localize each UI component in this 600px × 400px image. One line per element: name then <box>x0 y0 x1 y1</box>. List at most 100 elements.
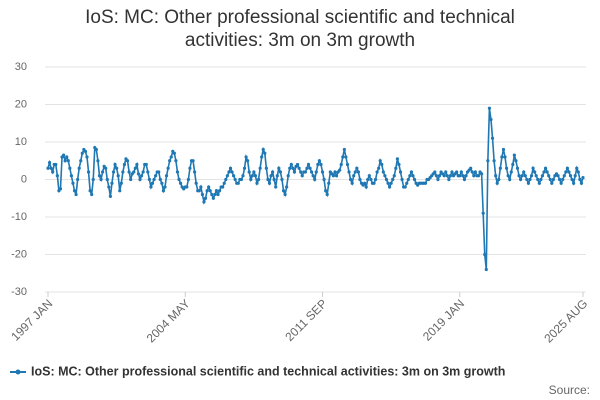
point <box>455 170 459 174</box>
point <box>224 177 228 182</box>
point <box>211 196 215 200</box>
point <box>319 162 323 167</box>
point <box>533 170 537 174</box>
point <box>207 185 211 189</box>
x-tick-label: 2011 SEP <box>282 296 329 343</box>
point <box>556 174 560 178</box>
point <box>540 174 545 178</box>
point <box>406 177 410 182</box>
point <box>409 170 414 174</box>
point <box>504 166 509 170</box>
point <box>172 151 176 155</box>
point <box>193 170 197 174</box>
series-line <box>47 108 584 270</box>
point <box>338 168 342 172</box>
point <box>263 151 267 155</box>
point <box>394 166 398 170</box>
point <box>232 174 236 178</box>
point <box>448 174 453 178</box>
point <box>481 211 485 215</box>
point <box>509 170 513 174</box>
point <box>523 174 527 178</box>
point <box>144 162 148 167</box>
y-tick-label: -30 <box>11 286 27 298</box>
point <box>216 192 220 197</box>
point <box>228 166 233 170</box>
legend-label: IoS: MC: Other professional scientific a… <box>31 364 505 378</box>
point <box>350 181 354 185</box>
point <box>86 170 91 174</box>
point <box>99 177 103 182</box>
point <box>411 174 415 178</box>
point <box>486 159 490 163</box>
point <box>461 174 465 178</box>
point <box>239 177 244 182</box>
y-tick-label: 20 <box>15 98 27 110</box>
point <box>108 194 112 198</box>
legend-marker <box>15 369 21 375</box>
point <box>116 174 120 178</box>
point <box>152 177 156 182</box>
point <box>252 170 256 174</box>
point <box>506 174 510 178</box>
point <box>197 189 201 193</box>
point <box>247 170 251 174</box>
point <box>483 252 487 257</box>
point <box>255 181 259 185</box>
point <box>514 159 518 163</box>
point <box>275 174 279 178</box>
point <box>291 166 295 170</box>
point <box>492 159 496 163</box>
point <box>186 177 190 182</box>
x-tick-label: 2019 JAN <box>420 296 467 343</box>
point <box>49 166 53 170</box>
point <box>314 170 318 174</box>
point <box>132 170 136 174</box>
point <box>188 166 192 170</box>
point <box>373 177 378 182</box>
point <box>387 185 392 189</box>
point <box>501 147 506 152</box>
point <box>324 189 328 193</box>
point <box>565 166 570 170</box>
point <box>395 157 399 161</box>
point <box>266 177 270 182</box>
point <box>378 159 382 163</box>
x-tick-label: 2004 MAY <box>144 296 193 345</box>
point <box>353 170 357 174</box>
point <box>403 185 407 189</box>
point <box>522 170 526 174</box>
point <box>213 192 217 197</box>
point <box>548 177 552 182</box>
point <box>352 174 356 178</box>
point <box>400 177 404 182</box>
point <box>246 159 250 163</box>
point <box>503 155 507 159</box>
point <box>433 170 437 174</box>
point <box>437 174 442 178</box>
point <box>500 155 504 159</box>
point <box>46 166 50 170</box>
point <box>105 177 109 182</box>
point <box>564 170 568 174</box>
point <box>277 166 281 170</box>
point <box>576 170 580 174</box>
point <box>484 267 488 272</box>
point <box>55 174 59 178</box>
point <box>476 174 481 178</box>
point <box>267 181 272 185</box>
point <box>166 166 170 170</box>
point <box>313 177 317 182</box>
point <box>508 177 512 182</box>
point <box>147 177 151 182</box>
point <box>164 174 169 178</box>
point <box>462 177 467 182</box>
point <box>205 189 209 193</box>
point <box>310 170 314 174</box>
point <box>320 170 325 174</box>
point <box>497 177 501 182</box>
point <box>464 174 468 178</box>
point <box>227 170 231 174</box>
point <box>325 192 329 197</box>
point <box>77 166 81 170</box>
